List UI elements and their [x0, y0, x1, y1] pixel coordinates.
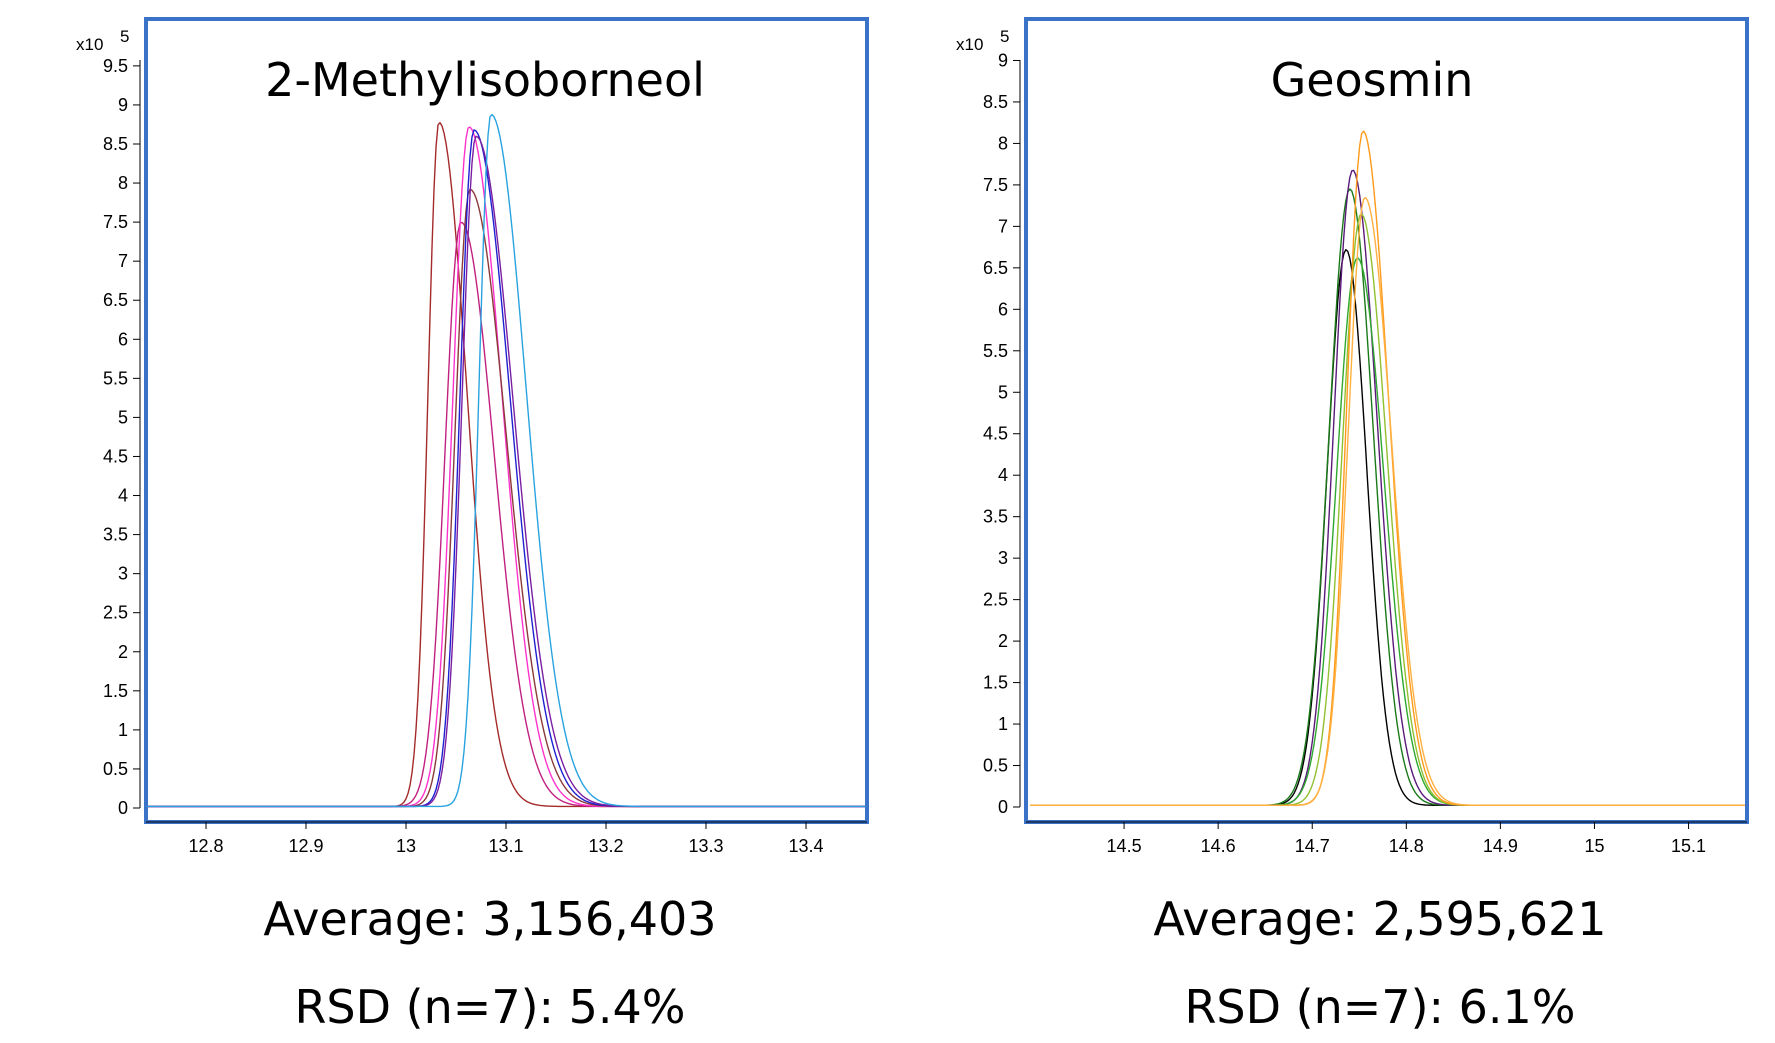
y-tick-label: 2.5: [983, 590, 1008, 610]
y-tick-label: 6: [118, 329, 128, 349]
geosmin-plot-frame: [1024, 17, 1749, 824]
y-tick-label: 6.5: [103, 290, 128, 310]
x-tick-label: 14.7: [1295, 836, 1330, 856]
x-tick-label: 14.5: [1107, 836, 1142, 856]
y-tick-label: 9.5: [103, 56, 128, 76]
y-tick-label: 5.5: [983, 341, 1008, 361]
y-tick-label: 0: [118, 798, 128, 818]
peak-trace: [146, 135, 866, 808]
x-tick-label: 14.6: [1201, 836, 1236, 856]
geosmin-rsd-text: RSD (n=7): 6.1%: [1184, 980, 1576, 1034]
y-tick-label: 2: [118, 642, 128, 662]
peak-trace: [146, 126, 866, 808]
y-tick-label: 8: [118, 173, 128, 193]
geosmin-y-exponent-label: x10: [956, 35, 983, 54]
mib-y-exponent-power: 5: [120, 27, 129, 46]
x-tick-label: 13.4: [788, 836, 823, 856]
geosmin-chart-title: Geosmin: [1271, 53, 1474, 107]
x-tick-label: 13.2: [588, 836, 623, 856]
peak-trace: [146, 113, 866, 808]
peak-trace: [146, 188, 866, 808]
y-tick-label: 6.5: [983, 258, 1008, 278]
y-tick-label: 7: [118, 251, 128, 271]
y-tick-label: 8.5: [983, 92, 1008, 112]
y-tick-label: 1.5: [983, 673, 1008, 693]
y-tick-label: 2.5: [103, 603, 128, 623]
x-tick-label: 14.9: [1483, 836, 1518, 856]
peak-trace: [1030, 188, 1745, 806]
y-tick-label: 1: [998, 714, 1008, 734]
y-tick-label: 5.5: [103, 368, 128, 388]
peak-trace: [1030, 213, 1745, 806]
y-tick-label: 7.5: [983, 175, 1008, 195]
geosmin-y-axis: 0 0.5 1 1.5 2 2.5 3 3.5 4 4.5 5 5.5 6 6.5 7 7.5 8 8.5 9: [983, 50, 1021, 817]
peak-trace: [1030, 169, 1745, 806]
y-tick-label: 1.5: [103, 681, 128, 701]
peak-trace: [146, 221, 866, 808]
mib-plot-frame: [144, 17, 869, 824]
y-tick-label: 4: [118, 486, 128, 506]
y-tick-label: 4.5: [103, 446, 128, 466]
y-tick-label: 4: [998, 465, 1008, 485]
y-tick-label: 5: [998, 382, 1008, 402]
y-tick-label: 0: [998, 797, 1008, 817]
y-tick-label: 3: [118, 564, 128, 584]
y-tick-label: 9: [998, 50, 1008, 70]
peak-trace: [146, 121, 866, 808]
y-tick-label: 8: [998, 133, 1008, 153]
geosmin-chart: 0 0.5 1 1.5 2 2.5 3 3.5 4 4.5 5 5.5 6 6.5 7 7.5 8 8.5 9 14…: [956, 17, 1749, 856]
y-tick-label: 1: [118, 720, 128, 740]
y-tick-label: 9: [118, 95, 128, 115]
x-tick-label: 13.3: [688, 836, 723, 856]
y-tick-label: 3.5: [983, 507, 1008, 527]
y-tick-label: 7: [998, 216, 1008, 236]
x-tick-label: 13.1: [488, 836, 523, 856]
mib-y-axis: 0 0.5 1 1.5 2 2.5 3 3.5 4 4.5 5 5.5 6 6.5 7 7.5 8 8.5 9 9.5: [103, 56, 141, 818]
geosmin-y-exponent-power: 5: [1000, 27, 1009, 46]
y-tick-label: 0.5: [983, 756, 1008, 776]
mib-x-axis: 12.8 12.9 13 13.1 13.2 13.3 13.4: [146, 821, 867, 856]
x-tick-label: 13: [396, 836, 416, 856]
y-tick-label: 4.5: [983, 424, 1008, 444]
x-tick-label: 15.1: [1671, 836, 1706, 856]
mib-rsd-text: RSD (n=7): 5.4%: [294, 980, 686, 1034]
peak-trace: [1030, 196, 1745, 806]
y-tick-label: 3: [998, 548, 1008, 568]
y-tick-label: 5: [118, 407, 128, 427]
y-tick-label: 6: [998, 299, 1008, 319]
mib-chart: 0 0.5 1 1.5 2 2.5 3 3.5 4 4.5 5 5.5 6 6.5 7 7.5 8 8.5 9 9.5…: [76, 17, 869, 856]
y-tick-label: 2: [998, 631, 1008, 651]
y-tick-label: 8.5: [103, 134, 128, 154]
y-tick-label: 0.5: [103, 759, 128, 779]
mib-average-text: Average: 3,156,403: [263, 892, 717, 946]
geosmin-peak-traces: [1030, 130, 1745, 806]
x-tick-label: 12.8: [188, 836, 223, 856]
x-tick-label: 15: [1584, 836, 1604, 856]
x-tick-label: 12.9: [288, 836, 323, 856]
mib-chart-title: 2-Methylisoborneol: [265, 53, 705, 107]
mib-y-exponent-label: x10: [76, 35, 103, 54]
peak-trace: [1030, 257, 1745, 806]
geosmin-average-text: Average: 2,595,621: [1153, 892, 1607, 946]
mib-peak-traces: [146, 113, 866, 808]
x-tick-label: 14.8: [1389, 836, 1424, 856]
y-tick-label: 7.5: [103, 212, 128, 232]
geosmin-x-axis: 14.5 14.6 14.7 14.8 14.9 15 15.1: [1026, 821, 1747, 856]
peak-trace: [146, 129, 866, 808]
y-tick-label: 3.5: [103, 525, 128, 545]
